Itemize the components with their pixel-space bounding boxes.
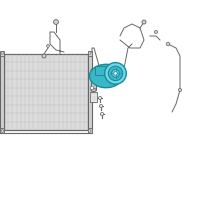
Ellipse shape [90,64,122,88]
Circle shape [89,52,91,54]
Circle shape [91,79,93,81]
Bar [91,70,96,90]
Circle shape [108,66,123,81]
Circle shape [1,52,3,54]
Circle shape [99,104,103,108]
Circle shape [54,20,58,24]
Circle shape [105,63,126,84]
Bar [90,92,97,102]
Bar [0,54,4,130]
Circle shape [112,70,119,77]
Bar [4,54,88,130]
Bar [88,128,92,133]
Ellipse shape [91,88,96,91]
Circle shape [166,42,170,46]
Circle shape [178,88,182,92]
Bar [95,66,118,75]
Circle shape [114,72,117,75]
Circle shape [42,54,46,58]
Circle shape [98,96,102,100]
Bar [0,128,4,133]
Bar [0,51,4,56]
Circle shape [47,45,49,47]
Circle shape [100,112,104,116]
Circle shape [1,130,3,132]
Circle shape [90,86,94,90]
Circle shape [142,20,146,24]
Circle shape [89,130,91,132]
Bar [88,51,92,56]
Ellipse shape [91,68,96,72]
Bar [88,54,92,130]
Circle shape [154,30,158,34]
